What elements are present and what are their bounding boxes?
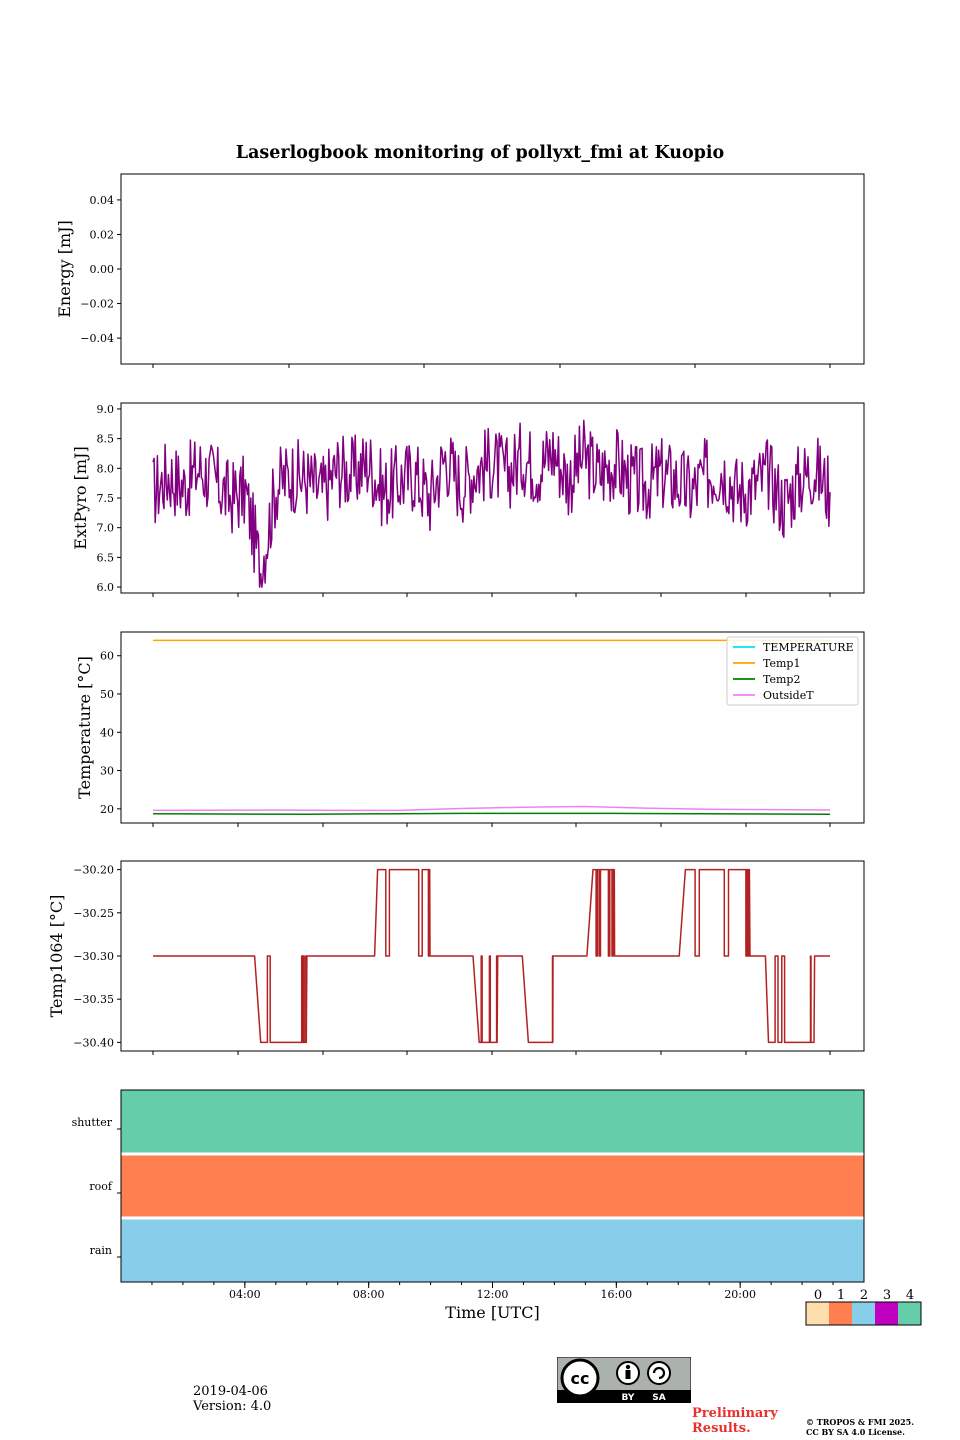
temperature-ytick-label: 60 <box>100 650 114 663</box>
by-label: BY <box>622 1393 635 1403</box>
legend-label-temp2: Temp2 <box>763 673 800 686</box>
temperature-panel: 60 50 40 30 20 Temperature [°C] TEMPERATURE Tem… <box>75 631 865 827</box>
footer-version: Version: 4.0 <box>193 1399 272 1414</box>
temperature-legend: TEMPERATURE Temp1 Temp2 OutsideT <box>726 636 859 706</box>
extpyro-ytick-label: 7.0 <box>97 522 115 535</box>
colorbar-cell-3 <box>875 1302 898 1325</box>
status-xtick-label: 20:00 <box>724 1288 756 1301</box>
legend-box <box>726 636 859 706</box>
preliminary-line-1: Preliminary <box>692 1406 778 1421</box>
colorbar-label-3: 3 <box>883 1288 891 1303</box>
status-band-rain <box>121 1218 864 1282</box>
energy-panel: 0.04 0.02 0.00 −0.02 −0.04 Energy [mJ] <box>55 173 865 368</box>
extpyro-ytick-label: 6.0 <box>97 581 115 594</box>
status-xtick-label: 08:00 <box>353 1288 385 1301</box>
status-panel: shutter roof rain 04:00 08:00 12:00 16:00 20:00… <box>72 1089 865 1322</box>
colorbar-label-0: 0 <box>814 1288 822 1303</box>
colorbar-label-1: 1 <box>837 1288 845 1303</box>
sa-label: SA <box>652 1393 665 1403</box>
colorbar-frame <box>805 1301 922 1326</box>
status-xlabel: Time [UTC] <box>445 1303 539 1322</box>
temperature-ytick-label: 50 <box>100 688 114 701</box>
legend-label-outsidet: OutsideT <box>763 689 814 702</box>
extpyro-ytick-label: 7.5 <box>97 492 115 505</box>
status-row-label-shutter: shutter <box>72 1116 113 1129</box>
energy-ytick-label: 0.04 <box>90 194 115 207</box>
energy-frame <box>120 173 865 365</box>
status-xtick-label: 16:00 <box>600 1288 632 1301</box>
temp1064-ytick-label: −30.20 <box>73 864 114 877</box>
temperature-ytick-label: 20 <box>100 803 114 816</box>
colorbar-label-4: 4 <box>906 1288 914 1303</box>
extpyro-ytick-label: 9.0 <box>97 403 115 416</box>
cc-icon <box>560 1358 600 1398</box>
colorbar-cell-2 <box>852 1302 875 1325</box>
copyright-line-2: CC BY SA 4.0 License. <box>806 1427 905 1437</box>
energy-ytick-label: −0.04 <box>80 332 114 345</box>
preliminary-note: Preliminary Results. <box>692 1406 778 1436</box>
energy-ytick-label: 0.02 <box>90 228 115 241</box>
temperature-ylabel: Temperature [°C] <box>75 656 94 799</box>
footer-date: 2019-04-06 <box>193 1384 268 1399</box>
colorbar-cell-0 <box>806 1302 829 1325</box>
legend-label-temp1: Temp1 <box>763 657 800 670</box>
extpyro-ytick-label: 8.5 <box>97 433 115 446</box>
copyright-line-1: © TROPOS & FMI 2025. <box>806 1417 915 1427</box>
status-xtick-label: 12:00 <box>477 1288 509 1301</box>
temp1064-series-temp1064 <box>153 868 830 1044</box>
temperature-series-outsidet <box>152 805 831 812</box>
energy-ylabel: Energy [mJ] <box>55 220 74 318</box>
temp1064-ytick-label: −30.30 <box>73 950 114 963</box>
legend-label-temperature: TEMPERATURE <box>763 641 854 654</box>
preliminary-line-2: Results. <box>692 1421 751 1436</box>
temperature-series-temp2 <box>152 812 831 815</box>
temperature-ytick-label: 40 <box>100 726 114 739</box>
extpyro-panel: 9.0 8.5 8.0 7.5 7.0 6.5 6.0 ExtPyro [mJ] <box>71 402 865 597</box>
copyright-note: © TROPOS & FMI 2025. CC BY SA 4.0 Licens… <box>806 1417 914 1437</box>
temp1064-ylabel: Temp1064 [°C] <box>47 895 66 1018</box>
cc-license-badge: cc BY SA <box>557 1357 691 1403</box>
status-row-label-rain: rain <box>90 1244 112 1257</box>
colorbar-cell-1 <box>829 1302 852 1325</box>
temp1064-panel: −30.20 −30.25 −30.30 −30.35 −30.40 Temp1064 [… <box>47 860 865 1055</box>
temp1064-ytick-label: −30.35 <box>73 993 114 1006</box>
status-band-roof <box>121 1154 864 1218</box>
colorbar-cell-4 <box>898 1302 921 1325</box>
figure-title: Laserlogbook monitoring of pollyxt_fmi a… <box>236 143 724 163</box>
extpyro-ytick-label: 8.0 <box>97 462 115 475</box>
status-band-shutter <box>121 1090 864 1154</box>
colorbar-label-2: 2 <box>860 1288 868 1303</box>
extpyro-ytick-label: 6.5 <box>97 551 115 564</box>
footer-info: 2019-04-06 Version: 4.0 <box>193 1384 271 1414</box>
temperature-ytick-label: 30 <box>100 765 114 778</box>
temp1064-ytick-label: −30.25 <box>73 907 114 920</box>
energy-ytick-label: −0.02 <box>80 298 114 311</box>
status-xtick-label: 04:00 <box>229 1288 261 1301</box>
cc-mark: cc <box>571 1369 590 1388</box>
extpyro-ylabel: ExtPyro [mJ] <box>71 446 90 549</box>
extpyro-series-extpyro <box>152 419 831 588</box>
status-row-label-roof: roof <box>89 1180 113 1193</box>
sa-share-icon <box>647 1361 671 1385</box>
energy-ytick-label: 0.00 <box>90 263 115 276</box>
temp1064-ytick-label: −30.40 <box>73 1036 114 1049</box>
